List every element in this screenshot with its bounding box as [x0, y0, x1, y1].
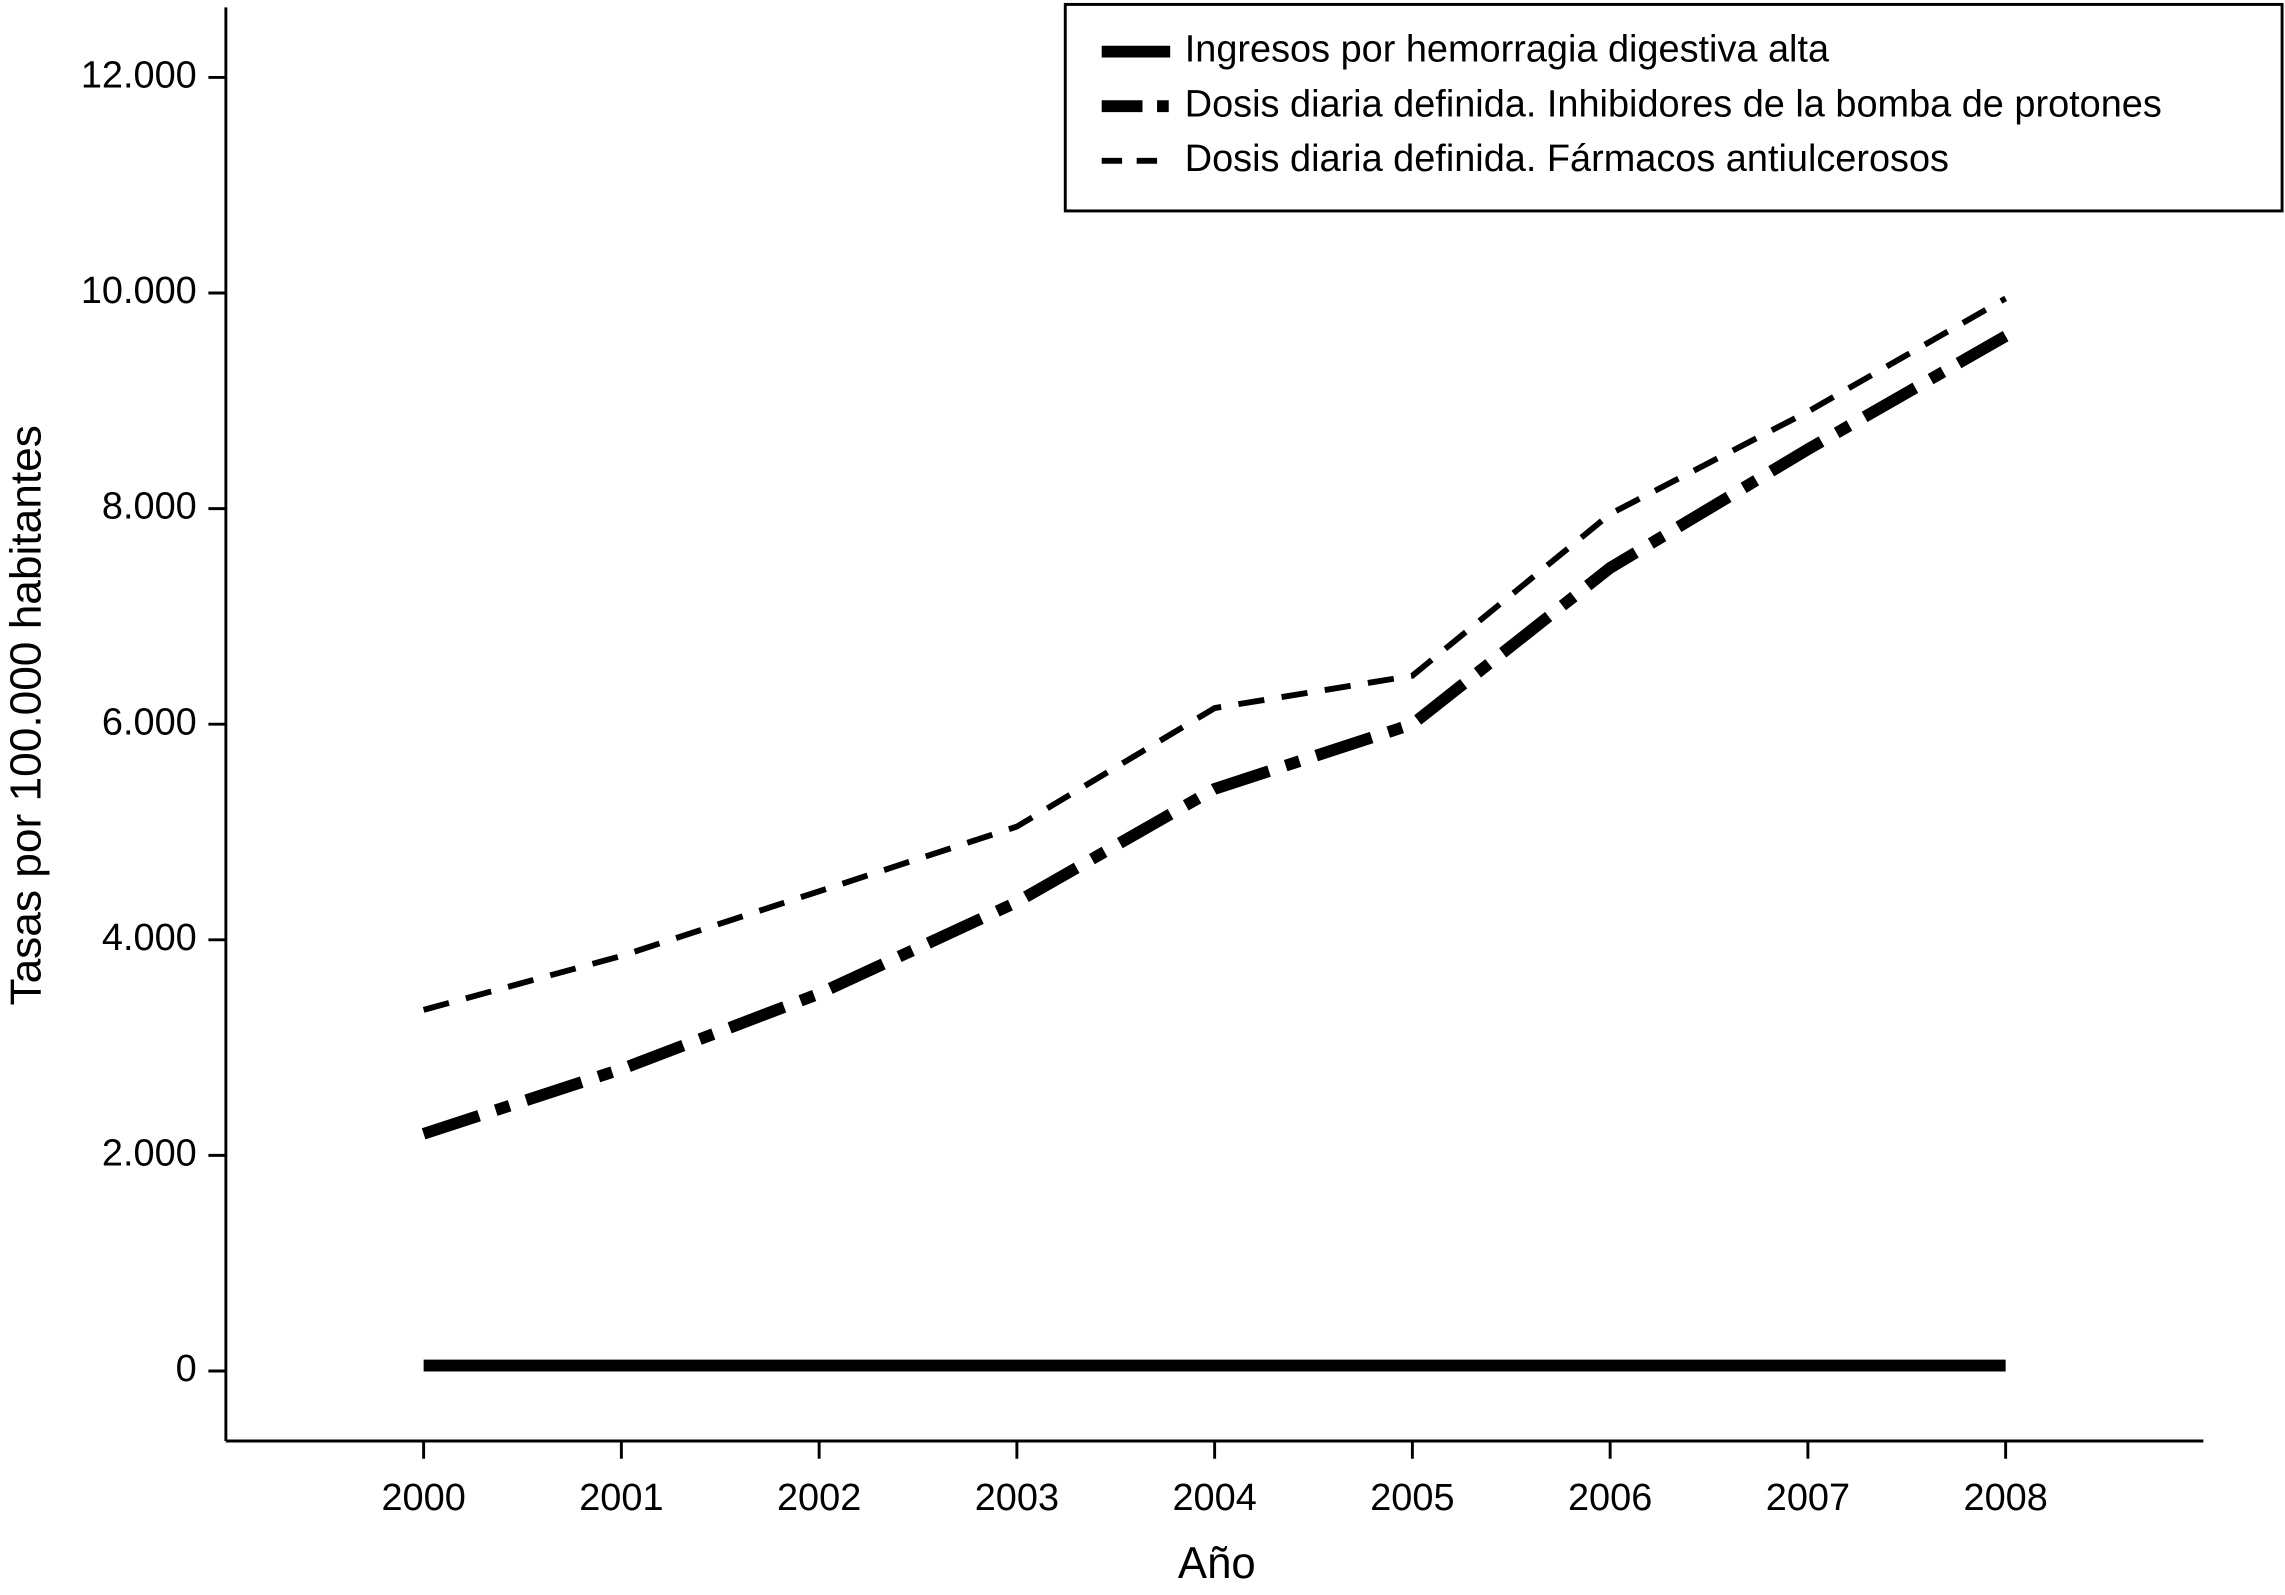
- x-tick-label: 2006: [1568, 1477, 1652, 1519]
- legend-label: Ingresos por hemorragia digestiva alta: [1185, 29, 1830, 71]
- x-tick-label: 2007: [1766, 1477, 1850, 1519]
- data-line: [421, 331, 2009, 1140]
- x-tick-label: 2005: [1370, 1477, 1454, 1519]
- data-line: [422, 295, 2008, 1013]
- x-tick-label: 2008: [1964, 1477, 2048, 1519]
- x-tick-label: 2004: [1173, 1477, 1257, 1519]
- x-tick-label: 2003: [975, 1477, 1059, 1519]
- legend-box: [1063, 2, 2284, 213]
- x-tick-label: 2000: [381, 1477, 465, 1519]
- x-tick-label: 2002: [777, 1477, 861, 1519]
- y-tick-label: 2.000: [102, 1132, 197, 1174]
- legend-label: Dosis diaria definida. Fármacos antiulce…: [1185, 138, 1949, 180]
- y-tick-label: 10.000: [81, 270, 197, 312]
- y-tick-label: 6.000: [102, 701, 197, 743]
- x-tick-label: 2001: [579, 1477, 663, 1519]
- y-tick-label: 12.000: [81, 54, 197, 96]
- y-tick-label: 0: [176, 1348, 197, 1390]
- y-tick-label: 8.000: [102, 486, 197, 528]
- y-tick-label: 4.000: [102, 917, 197, 959]
- x-axis-label: Año: [1178, 1539, 1256, 1588]
- y-axis-label: Tasas por 100.000 habitantes: [2, 425, 51, 1005]
- legend-label: Dosis diaria definida. Inhibidores de la…: [1185, 83, 2162, 125]
